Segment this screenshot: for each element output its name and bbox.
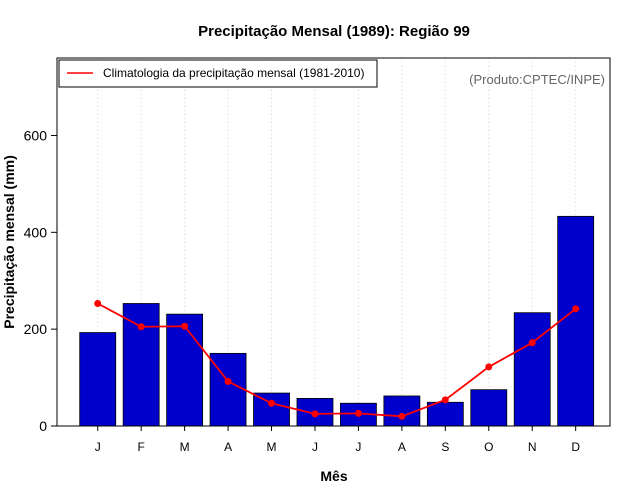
x-tick-label-5: J	[312, 440, 318, 454]
x-tick-label-4: M	[267, 440, 277, 454]
bar-1	[122, 303, 160, 427]
climatology-point-2	[181, 322, 189, 330]
bar-2	[166, 313, 204, 427]
x-tick-label-11: D	[571, 440, 580, 454]
bar-9	[470, 389, 508, 427]
legend-entry-climatology: Climatologia da precipitação mensal (198…	[103, 66, 364, 80]
bar-10	[513, 312, 551, 427]
climatology-point-1	[137, 323, 145, 331]
climatology-point-0	[94, 299, 102, 307]
x-tick-label-3: A	[224, 440, 232, 454]
climatology-point-11	[572, 305, 580, 313]
climatology-point-8	[441, 396, 449, 404]
climatology-point-4	[268, 399, 276, 407]
climatology-point-3	[224, 377, 232, 385]
climatology-polyline	[97, 302, 577, 418]
legend: Climatologia da precipitação mensal (198…	[58, 59, 378, 88]
bar-0	[79, 332, 117, 427]
y-tick-label-1: 200	[24, 321, 48, 337]
climatology-point-5	[311, 410, 319, 418]
x-tick-label-6: J	[355, 440, 361, 454]
y-axis-label: Precipitação mensal (mm)	[1, 155, 17, 329]
chart-title: Precipitação Mensal (1989): Região 99	[198, 23, 470, 40]
x-tick-label-7: A	[398, 440, 406, 454]
bars	[79, 215, 595, 427]
x-tick-label-0: J	[95, 440, 101, 454]
x-tick-label-1: F	[138, 440, 145, 454]
climatology-line	[94, 299, 580, 420]
climatology-point-9	[485, 363, 493, 371]
credit-text: (Produto:CPTEC/INPE)	[469, 72, 605, 87]
x-tick-label-9: O	[484, 440, 493, 454]
bar-4	[253, 392, 290, 427]
x-tick-label-2: M	[180, 440, 190, 454]
legend-box	[58, 59, 378, 88]
x-axis-label: Mês	[320, 468, 347, 484]
x-tick-label-10: N	[528, 440, 537, 454]
x-tick-label-8: S	[441, 440, 449, 454]
y-tick-label-3: 600	[24, 127, 48, 143]
y-tick-label-2: 400	[24, 224, 48, 240]
plot-frame	[56, 57, 611, 427]
climatology-point-6	[354, 409, 362, 417]
bar-11	[557, 215, 595, 427]
climatology-point-7	[398, 412, 406, 420]
y-axis: 0 200 400 600	[24, 127, 57, 434]
climatology-point-10	[528, 339, 536, 347]
bar-8	[426, 401, 464, 427]
y-tick-label-0: 0	[39, 418, 47, 434]
